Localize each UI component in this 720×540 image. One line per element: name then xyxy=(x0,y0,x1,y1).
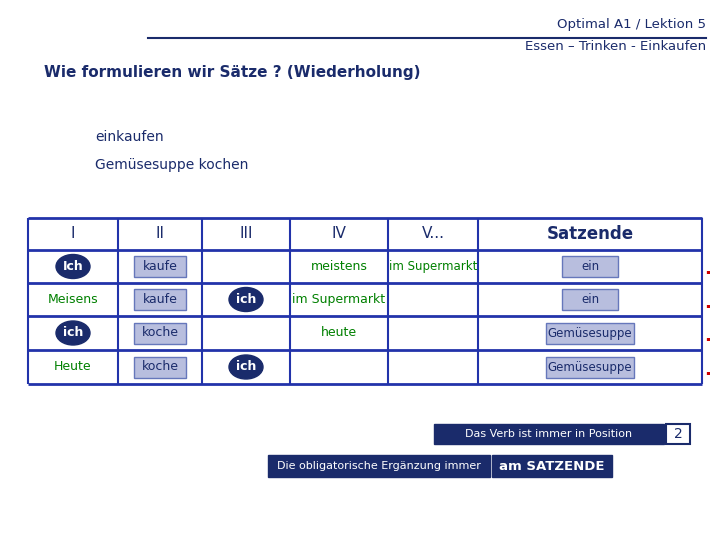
Text: Wie formulieren wir Sätze ? (Wiederholung): Wie formulieren wir Sätze ? (Wiederholun… xyxy=(44,65,420,80)
FancyBboxPatch shape xyxy=(546,356,634,377)
Text: am SATZENDE: am SATZENDE xyxy=(499,460,605,472)
Text: einkaufen: einkaufen xyxy=(95,130,163,144)
Text: ein: ein xyxy=(581,293,599,306)
FancyBboxPatch shape xyxy=(434,424,664,444)
Text: koche: koche xyxy=(142,327,179,340)
Text: Die obligatorische Ergänzung immer: Die obligatorische Ergänzung immer xyxy=(277,461,481,471)
Ellipse shape xyxy=(229,355,263,379)
Text: ich: ich xyxy=(63,327,84,340)
Ellipse shape xyxy=(56,321,90,345)
FancyBboxPatch shape xyxy=(134,256,186,277)
Ellipse shape xyxy=(229,287,263,312)
Text: Essen – Trinken - Einkaufen: Essen – Trinken - Einkaufen xyxy=(525,40,706,53)
Text: koche: koche xyxy=(142,361,179,374)
Text: Gemüsesuppe kochen: Gemüsesuppe kochen xyxy=(95,158,248,172)
Text: Optimal A1 / Lektion 5: Optimal A1 / Lektion 5 xyxy=(557,18,706,31)
Text: Ich: Ich xyxy=(63,260,84,273)
Text: kaufe: kaufe xyxy=(143,260,177,273)
FancyBboxPatch shape xyxy=(134,356,186,377)
FancyBboxPatch shape xyxy=(492,455,612,477)
FancyBboxPatch shape xyxy=(562,256,618,277)
Text: ich: ich xyxy=(236,293,256,306)
Text: ich: ich xyxy=(236,361,256,374)
Text: V...: V... xyxy=(421,226,444,241)
Text: III: III xyxy=(239,226,253,241)
FancyBboxPatch shape xyxy=(562,289,618,310)
FancyBboxPatch shape xyxy=(134,289,186,310)
Text: .: . xyxy=(704,327,711,345)
Text: .: . xyxy=(704,361,711,379)
Text: Gemüsesuppe: Gemüsesuppe xyxy=(548,327,632,340)
Text: Meisens: Meisens xyxy=(48,293,99,306)
Text: meistens: meistens xyxy=(310,260,367,273)
FancyBboxPatch shape xyxy=(268,455,490,477)
Text: .: . xyxy=(704,260,711,279)
Text: Heute: Heute xyxy=(54,361,92,374)
Text: I: I xyxy=(71,226,76,241)
Text: 2: 2 xyxy=(674,427,683,441)
Text: Das Verb ist immer in Position: Das Verb ist immer in Position xyxy=(465,429,633,439)
Text: heute: heute xyxy=(321,327,357,340)
FancyBboxPatch shape xyxy=(666,424,690,444)
FancyBboxPatch shape xyxy=(134,322,186,343)
Text: ein: ein xyxy=(581,260,599,273)
Text: .: . xyxy=(704,294,711,312)
Ellipse shape xyxy=(56,254,90,279)
Text: im Supermarkt: im Supermarkt xyxy=(292,293,386,306)
Text: Satzende: Satzende xyxy=(546,225,634,243)
Text: IV: IV xyxy=(332,226,346,241)
Text: II: II xyxy=(156,226,164,241)
Text: Gemüsesuppe: Gemüsesuppe xyxy=(548,361,632,374)
Text: kaufe: kaufe xyxy=(143,293,177,306)
FancyBboxPatch shape xyxy=(546,322,634,343)
Text: im Supermarkt: im Supermarkt xyxy=(389,260,477,273)
